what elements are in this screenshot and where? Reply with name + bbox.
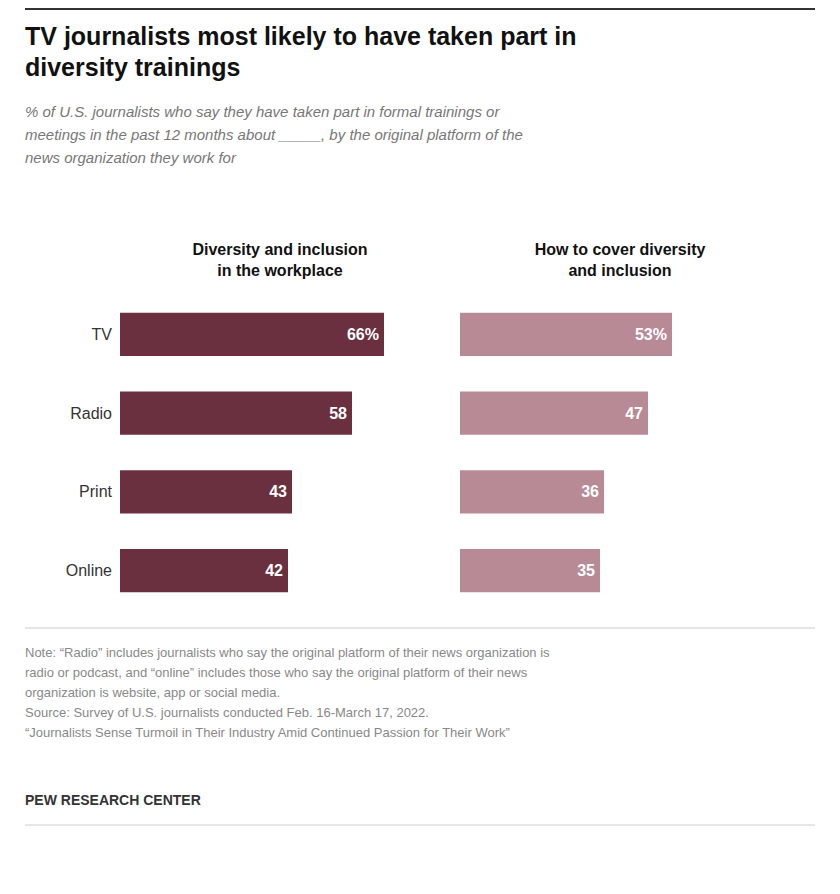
svg-text:Radio: Radio <box>70 405 112 422</box>
svg-text:TV: TV <box>92 326 113 343</box>
svg-text:36: 36 <box>581 483 599 500</box>
svg-text:47: 47 <box>625 405 643 422</box>
svg-text:Print: Print <box>79 483 112 500</box>
svg-text:42: 42 <box>265 562 283 579</box>
svg-text:53%: 53% <box>635 326 667 343</box>
svg-text:in the workplace: in the workplace <box>217 262 342 279</box>
svg-text:organization is website, app o: organization is website, app or social m… <box>25 685 280 700</box>
svg-text:Source: Survey of U.S. journal: Source: Survey of U.S. journalists condu… <box>25 705 429 720</box>
svg-text:66%: 66% <box>347 326 379 343</box>
svg-text:radio or podcast, and “online”: radio or podcast, and “online” includes … <box>25 665 528 680</box>
svg-text:Diversity and inclusion: Diversity and inclusion <box>192 241 367 258</box>
svg-text:How to cover diversity: How to cover diversity <box>535 241 706 258</box>
svg-text:and inclusion: and inclusion <box>568 262 671 279</box>
svg-text:Online: Online <box>66 562 112 579</box>
svg-text:TV journalists most likely to: TV journalists most likely to have taken… <box>25 22 577 50</box>
svg-text:news organization they work fo: news organization they work for <box>25 149 237 166</box>
svg-text:% of U.S. journalists who say: % of U.S. journalists who say they have … <box>25 103 500 120</box>
svg-text:meetings in the past 12 months: meetings in the past 12 months about ___… <box>25 126 523 143</box>
svg-text:35: 35 <box>577 562 595 579</box>
svg-text:Note: “Radio” includes journal: Note: “Radio” includes journalists who s… <box>25 645 550 660</box>
svg-text:58: 58 <box>329 405 347 422</box>
svg-text:43: 43 <box>269 483 287 500</box>
svg-text:diversity trainings: diversity trainings <box>25 53 240 81</box>
svg-text:PEW RESEARCH CENTER: PEW RESEARCH CENTER <box>25 792 201 808</box>
svg-text:“Journalists Sense Turmoil in: “Journalists Sense Turmoil in Their Indu… <box>25 725 510 740</box>
